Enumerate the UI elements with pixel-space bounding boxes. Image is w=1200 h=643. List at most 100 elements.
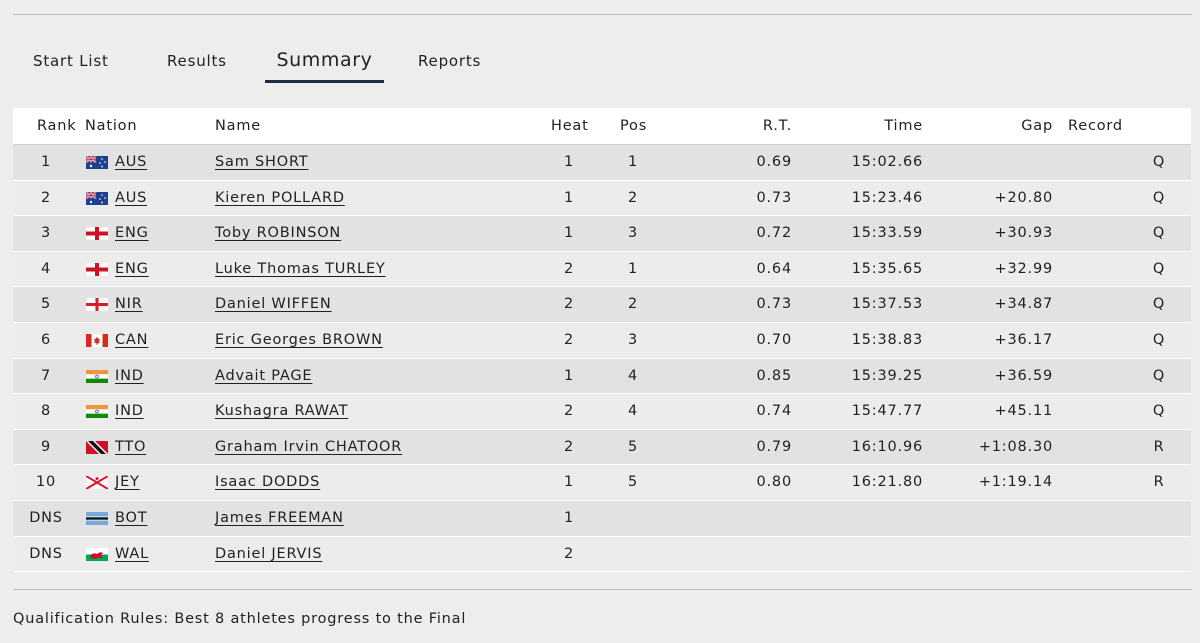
nir-flag-icon (86, 298, 108, 312)
table-row: 6 CAN Eric Georges BROWN 2 3 0.70 15:38.83 +36.… (13, 322, 1191, 359)
table-body: 1 AUS Sam SHORT 1 1 0.69 15:02.66 Q 2 AUS Kieren P… (13, 145, 1191, 573)
pos-cell: 3 (627, 331, 639, 348)
header-nation: Nation (85, 118, 138, 134)
athlete-name-link[interactable]: Daniel WIFFEN (215, 296, 332, 313)
reaction-time-cell: 0.73 (756, 296, 792, 313)
rank-cell: DNS (29, 509, 63, 526)
aus-flag-icon (86, 156, 108, 169)
rank-cell: 5 (40, 296, 52, 313)
time-cell: 15:35.65 (851, 260, 923, 277)
time-cell: 15:47.77 (851, 403, 923, 420)
tab-summary[interactable]: Summary (265, 44, 384, 83)
heat-cell: 2 (563, 296, 575, 313)
rank-cell: 4 (40, 260, 52, 277)
wal-flag-icon (86, 547, 108, 561)
pos-cell: 5 (627, 474, 639, 491)
nation-link[interactable]: WAL (115, 545, 149, 562)
athlete-name-link[interactable]: Luke Thomas TURLEY (215, 260, 386, 277)
athlete-name-link[interactable]: Kushagra RAWAT (215, 403, 349, 420)
nation-link[interactable]: NIR (115, 296, 143, 313)
heat-cell: 2 (563, 331, 575, 348)
athlete-name-link[interactable]: Kieren POLLARD (215, 189, 345, 206)
heat-cell: 1 (563, 189, 575, 206)
time-cell: 15:23.46 (851, 189, 923, 206)
reaction-time-cell: 0.64 (756, 260, 792, 277)
header-gap: Gap (1021, 118, 1053, 134)
table-row: 3 ENG Toby ROBINSON 1 3 0.72 15:33.59 +30.93 Q (13, 216, 1191, 252)
header-record: Record (1068, 118, 1123, 134)
table-header: Rank Nation Name Heat Pos R.T. Time Gap … (13, 108, 1191, 145)
athlete-name-link[interactable]: Eric Georges BROWN (215, 331, 383, 348)
bot-flag-icon (86, 511, 108, 525)
nation-link[interactable]: AUS (115, 189, 148, 206)
qualification-cell: R (1153, 438, 1165, 455)
nation-link[interactable]: AUS (115, 154, 148, 170)
tab-start-list[interactable]: Start List (33, 52, 109, 70)
qualification-cell: R (1153, 474, 1165, 491)
athlete-name-link[interactable]: Graham Irvin CHATOOR (215, 438, 403, 455)
athlete-name-link[interactable]: Advait PAGE (215, 367, 313, 384)
top-divider (13, 14, 1192, 15)
nation-link[interactable]: JEY (115, 474, 140, 491)
athlete-name-link[interactable]: Toby ROBINSON (215, 225, 342, 242)
qualification-cell: Q (1152, 260, 1166, 277)
eng-flag-icon (86, 262, 108, 276)
table-row: 4 ENG Luke Thomas TURLEY 2 1 0.64 15:35.65 +32.… (13, 251, 1191, 288)
nation-link[interactable]: BOT (115, 509, 148, 526)
heat-cell: 1 (563, 474, 575, 491)
table-row: 2 AUS Kieren POLLARD 1 2 0.73 15:23.46 +20.80 Q (13, 180, 1191, 217)
rank-cell: 10 (35, 474, 57, 491)
rank-cell: 6 (40, 331, 52, 348)
nation-link[interactable]: TTO (115, 438, 147, 455)
gap-cell: +36.59 (994, 367, 1053, 384)
reaction-time-cell: 0.70 (756, 331, 792, 348)
pos-cell: 2 (627, 296, 639, 313)
qualification-cell: Q (1152, 367, 1166, 384)
qualification-cell: Q (1152, 154, 1166, 170)
nation-link[interactable]: ENG (115, 260, 149, 277)
gap-cell: +30.93 (994, 225, 1053, 242)
qualification-cell: Q (1152, 189, 1166, 206)
nation-link[interactable]: CAN (115, 331, 149, 348)
reaction-time-cell: 0.73 (756, 189, 792, 206)
nation-link[interactable]: ENG (115, 225, 149, 242)
tab-reports[interactable]: Reports (418, 52, 482, 70)
ind-flag-icon (86, 369, 108, 383)
tab-results[interactable]: Results (167, 52, 227, 70)
athlete-name-link[interactable]: Isaac DODDS (215, 474, 321, 491)
athlete-name-link[interactable]: James FREEMAN (215, 509, 344, 526)
header-time: Time (884, 118, 923, 134)
time-cell: 15:33.59 (851, 225, 923, 242)
time-cell: 15:37.53 (851, 296, 923, 313)
eng-flag-icon (86, 227, 108, 241)
rank-cell: 3 (40, 225, 52, 242)
table-row: 10 JEY Isaac DODDS 1 5 0.80 16:21.80 +1:19.14 R (13, 465, 1191, 501)
qualification-cell: Q (1152, 403, 1166, 420)
heat-cell: 1 (563, 509, 575, 526)
athlete-name-link[interactable]: Sam SHORT (215, 154, 309, 170)
time-cell: 16:10.96 (851, 438, 923, 455)
gap-cell: +1:08.30 (978, 438, 1053, 455)
heat-cell: 1 (563, 367, 575, 384)
active-tab-indicator (265, 80, 384, 83)
ind-flag-icon (86, 405, 108, 419)
pos-cell: 1 (627, 154, 639, 170)
heat-cell: 2 (563, 260, 575, 277)
gap-cell: +45.11 (994, 403, 1053, 420)
athlete-name-link[interactable]: Daniel JERVIS (215, 545, 323, 562)
results-summary-table: Rank Nation Name Heat Pos R.T. Time Gap … (13, 108, 1191, 573)
nation-link[interactable]: IND (115, 403, 144, 420)
table-row: 1 AUS Sam SHORT 1 1 0.69 15:02.66 Q (13, 145, 1191, 181)
header-rt: R.T. (762, 118, 792, 134)
bottom-divider (13, 589, 1192, 590)
header-rank: Rank (37, 118, 77, 134)
table-row: 8 IND Kushagra RAWAT 2 4 0.74 15:47.77 +45.11 Q (13, 394, 1191, 430)
table-row: DNS BOT James FREEMAN 1 (13, 500, 1191, 537)
can-flag-icon (86, 333, 108, 347)
rank-cell: 8 (40, 403, 52, 420)
qualification-cell: Q (1152, 225, 1166, 242)
pos-cell: 4 (627, 367, 639, 384)
gap-cell: +34.87 (994, 296, 1053, 313)
pos-cell: 4 (627, 403, 639, 420)
nation-link[interactable]: IND (115, 367, 144, 384)
